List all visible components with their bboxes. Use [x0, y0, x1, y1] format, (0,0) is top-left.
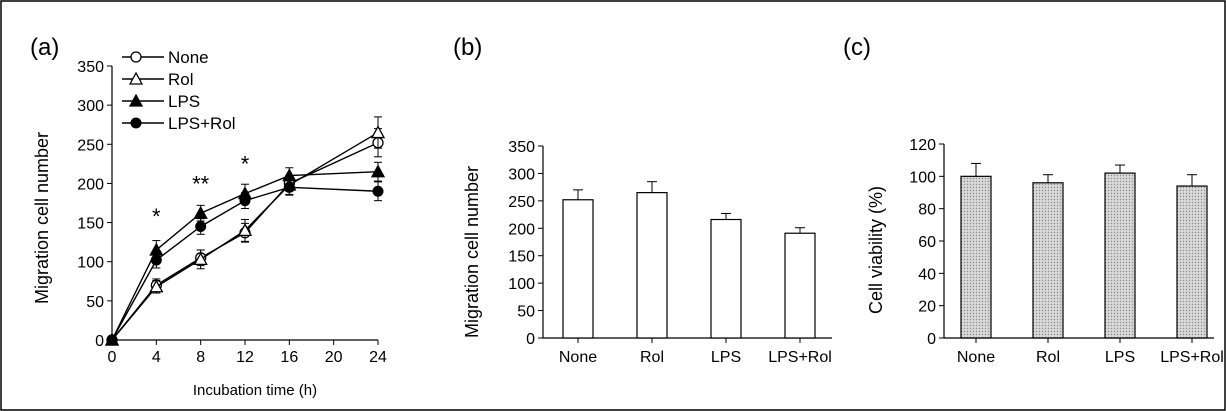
data-point-lps-rol	[106, 334, 118, 346]
panel-a-x-tick-label: 20	[325, 349, 343, 366]
panel-a-y-tick-label: 50	[86, 294, 104, 311]
panel-b-y-tick-label: 250	[508, 194, 535, 211]
panel-b-label: (b)	[453, 34, 482, 61]
panel-c-category-label: LPS	[1105, 349, 1135, 366]
legend-marker-lps	[128, 93, 144, 107]
data-point-lps-rol	[239, 195, 251, 207]
series-line-lps-rol	[111, 186, 379, 341]
panel-a-y-tick-label: 150	[77, 216, 104, 233]
panel-c-y-tick-label: 80	[918, 202, 936, 219]
panel-b-category-label: Rol	[640, 349, 664, 366]
bar-lps-rol	[1176, 185, 1208, 339]
data-point-lps-rol	[150, 254, 162, 266]
panel-c-category-label: Rol	[1036, 349, 1060, 366]
significance-marker: **	[192, 171, 210, 196]
panel-c-y-tick-label: 40	[918, 266, 936, 283]
panel-c-y-axis-title: Cell viability (%)	[866, 186, 886, 314]
panel-c-y-tick-label: 20	[918, 299, 936, 316]
panel-b-y-tick-label: 350	[508, 139, 535, 156]
data-point-rol	[149, 279, 164, 293]
legend-marker-rol	[128, 71, 144, 85]
panel-a-y-tick-label: 100	[77, 255, 104, 272]
series-line-lps	[111, 170, 379, 341]
bar-lps-rol	[784, 232, 816, 339]
panel-b-y-tick-label: 50	[517, 304, 535, 321]
panel-b-y-tick-label: 300	[508, 166, 535, 183]
panel-c-y-tick-label: 120	[909, 137, 936, 154]
data-point-lps-rol	[195, 220, 207, 232]
panel-b-category-label: LPS+Rol	[768, 349, 832, 366]
panel-a-y-tick-label: 300	[77, 98, 104, 115]
panel-a-x-tick-label: 16	[280, 349, 298, 366]
panel-a-x-tick-label: 0	[108, 349, 117, 366]
panel-a-x-tick-label: 24	[369, 349, 387, 366]
data-point-lps-rol	[283, 181, 295, 193]
panel-c-category-label: None	[957, 349, 995, 366]
data-point-rol	[237, 223, 253, 237]
panel-a-label: (a)	[30, 34, 59, 61]
panel-b: (b) 0 50 100 150 200 250 300 350 None Rol LPS LPS+R…	[453, 34, 832, 366]
legend-label-lps-rol: LPS+Rol	[168, 114, 236, 133]
panel-b-category-label: LPS	[711, 349, 741, 366]
bar-none	[960, 175, 992, 339]
bar-rol	[636, 192, 668, 339]
panel-a-x-tick-label: 8	[196, 349, 205, 366]
panel-a-y-axis-title: Migration cell number	[32, 132, 52, 304]
bar-lps	[710, 218, 742, 339]
significance-marker: *	[152, 204, 161, 229]
panel-b-y-tick-label: 0	[526, 331, 535, 348]
legend-label-rol: Rol	[168, 70, 194, 89]
panel-c-category-label: LPS+Rol	[1160, 349, 1224, 366]
panel-c-label: (c)	[843, 34, 871, 61]
panel-a-y-tick-label: 350	[77, 59, 104, 76]
data-point-rol	[370, 125, 386, 139]
bar-none	[562, 199, 594, 339]
data-point-lps	[370, 164, 386, 178]
panel-c-y-tick-label: 60	[918, 234, 936, 251]
panel-c-y-tick-label: 100	[909, 169, 936, 186]
panel-b-category-label: None	[559, 349, 597, 366]
panel-b-y-tick-label: 200	[508, 221, 535, 238]
data-point-rol	[193, 252, 208, 266]
data-point-lps	[193, 205, 208, 219]
panel-a-x-axis-title: Incubation time (h)	[193, 382, 317, 399]
panel-a-y-tick-label: 200	[77, 176, 104, 193]
bar-rol	[1032, 182, 1064, 339]
panel-a-y-tick-label: 0	[95, 333, 104, 350]
panel-b-y-axis-title: Migration cell number	[462, 166, 482, 338]
legend-label-none: None	[168, 48, 209, 67]
legend-marker-lps-rol	[130, 117, 142, 129]
bar-lps	[1104, 172, 1136, 339]
panel-b-y-tick-label: 100	[508, 276, 535, 293]
panel-a-y-tick-label: 250	[77, 137, 104, 154]
panel-b-y-tick-label: 150	[508, 249, 535, 266]
data-point-lps-rol	[372, 185, 384, 197]
panel-a-x-tick-label: 4	[152, 349, 161, 366]
legend-marker-none	[130, 51, 142, 63]
series-line-rol	[111, 131, 379, 341]
significance-marker: *	[241, 152, 250, 177]
panel-c: (c) 0 20 40 60 80 100 120 None Rol LPS LPS+Rol Cel…	[843, 34, 1224, 366]
panel-a-x-tick-label: 12	[236, 349, 254, 366]
legend-label-lps: LPS	[168, 92, 200, 111]
panel-c-y-tick-label: 0	[927, 331, 936, 348]
